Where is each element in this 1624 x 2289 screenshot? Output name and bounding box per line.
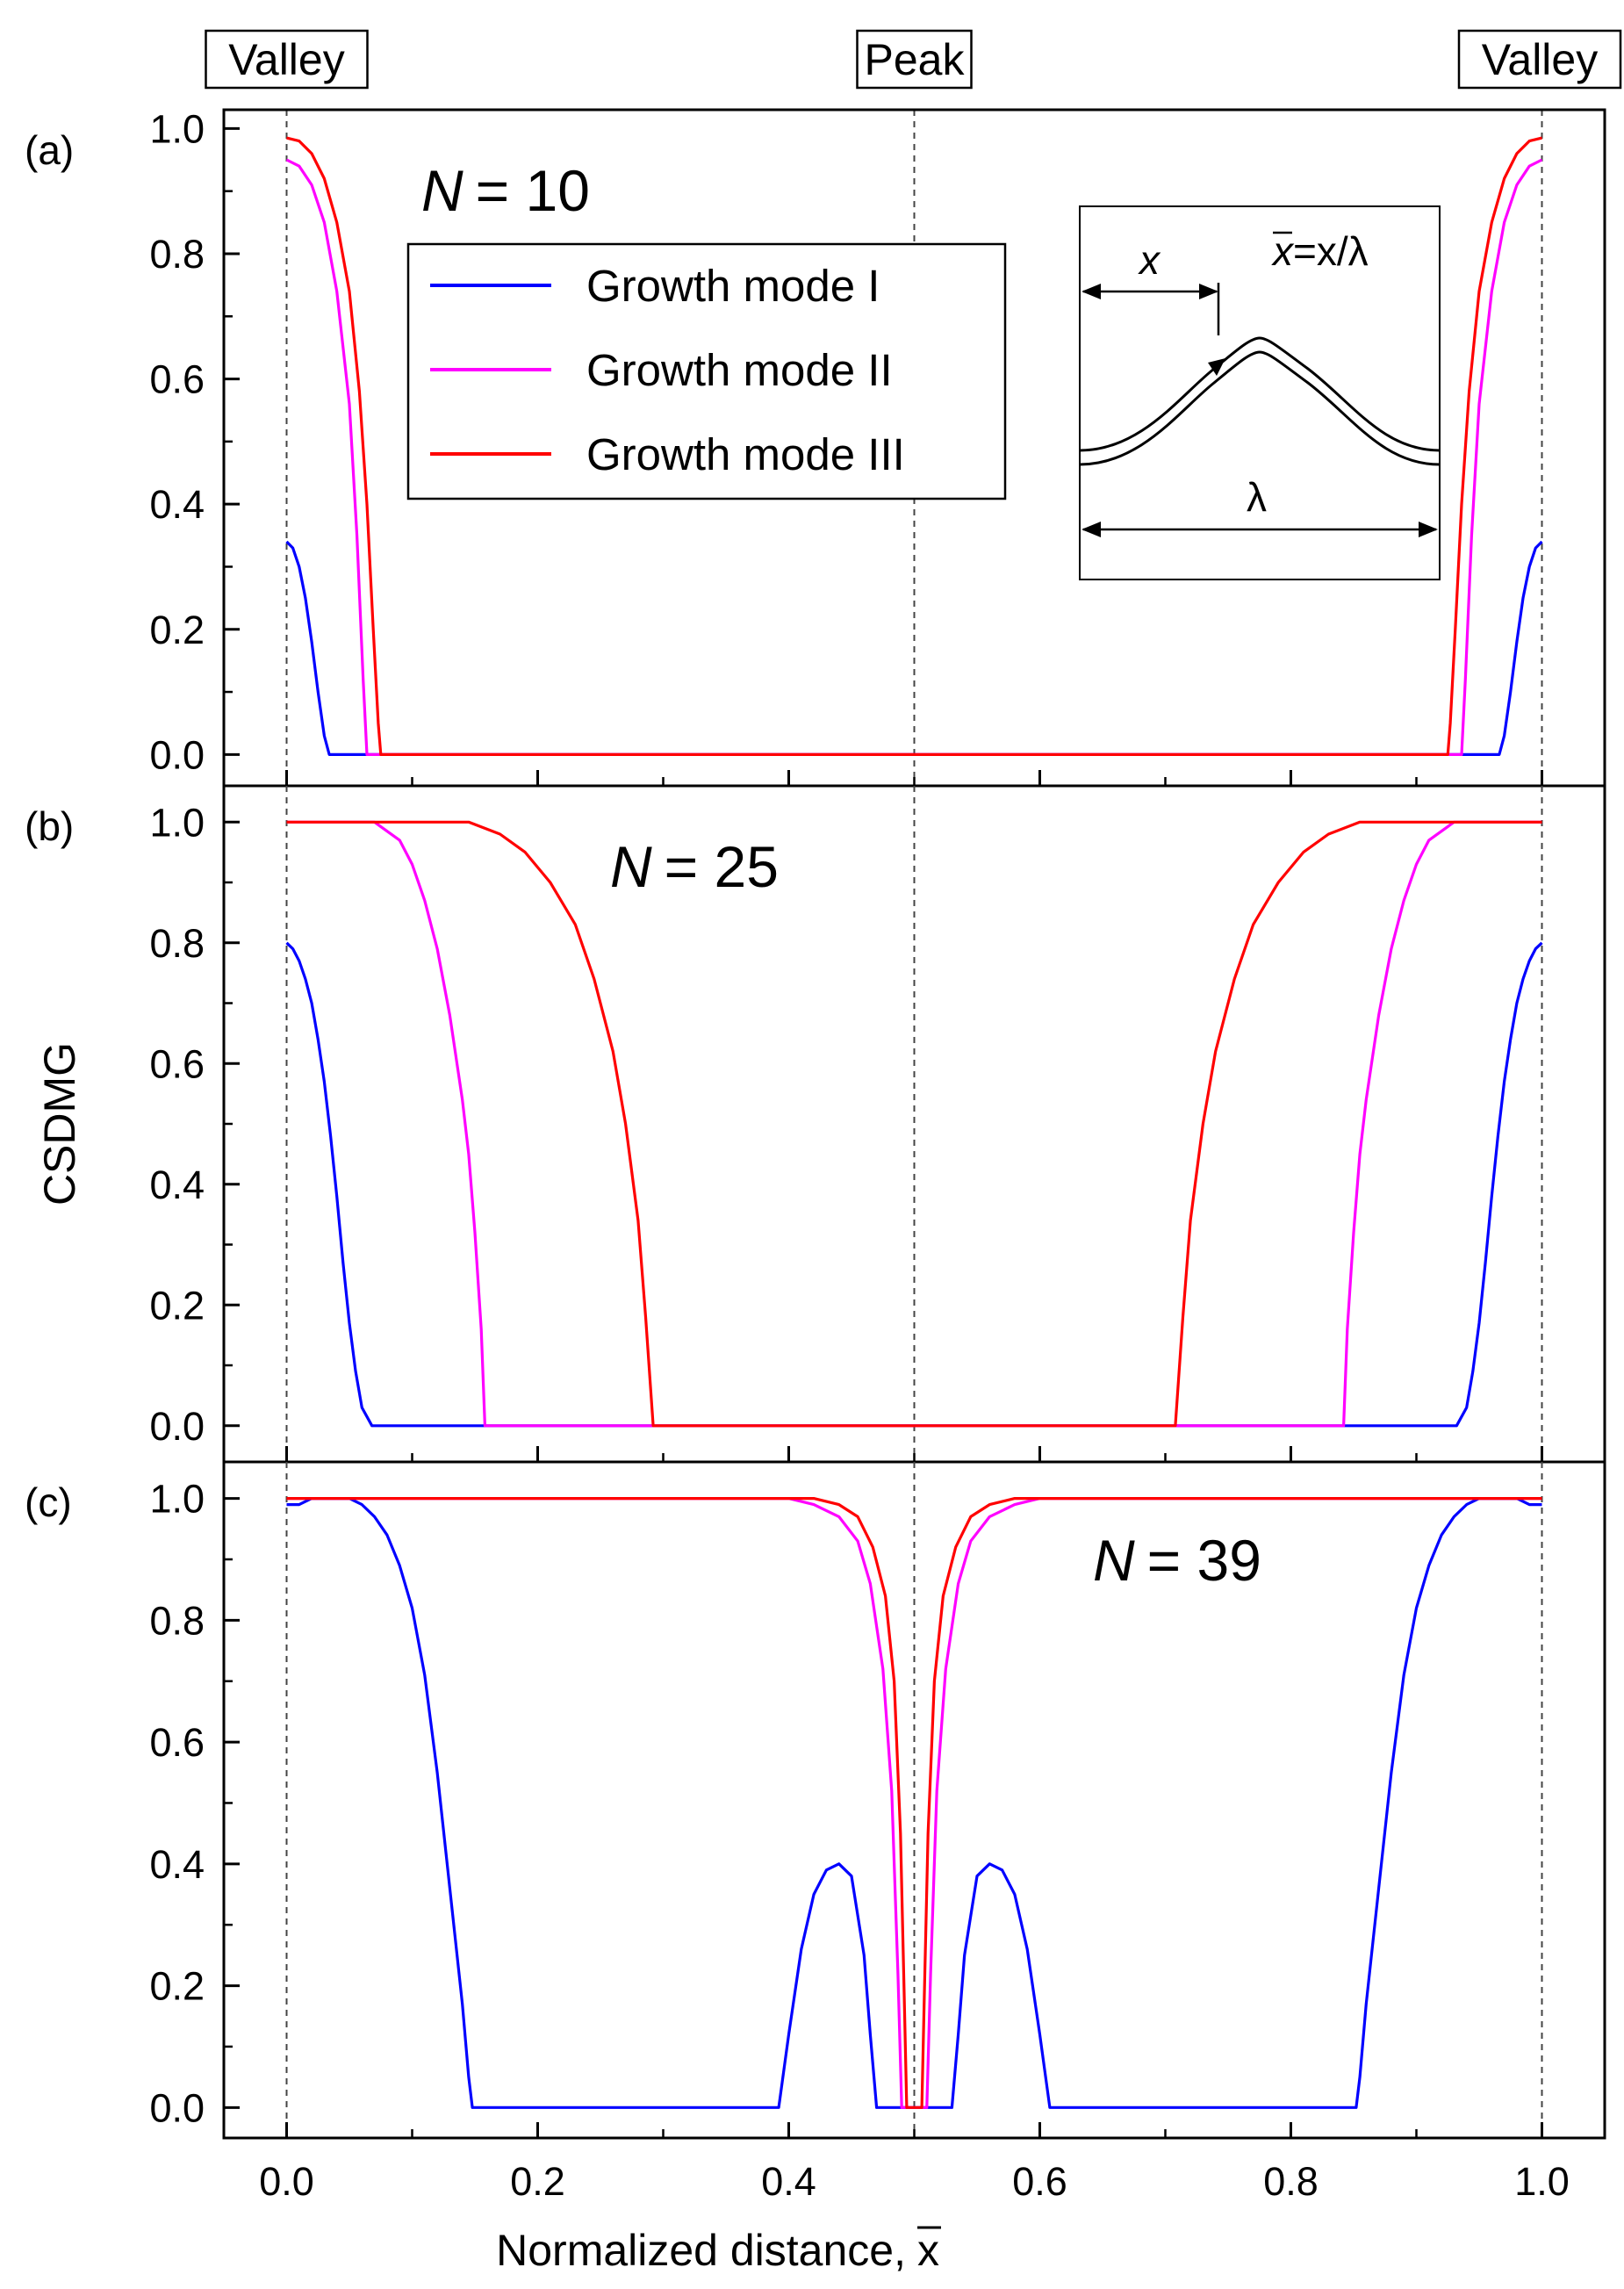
panel-1: 0.0 0.2 0.4 0.6 0.8 1.0 (a) N = 10	[25, 106, 1543, 786]
y-axis-title: CSDMG	[35, 1042, 84, 1206]
header-box	[1457, 29, 1622, 90]
y-tick-label: 0.4	[149, 482, 205, 527]
panel-3: 0.0 0.2 0.4 0.6 0.8 1.0 (c) N = 39	[25, 1460, 1605, 2138]
header-labels: Valley Peak Valley	[205, 29, 1622, 90]
header-box	[856, 29, 973, 90]
y-tick-label: 0.0	[149, 2085, 205, 2130]
inset-wave-lower	[1079, 350, 1441, 466]
y-tick-label: 0.8	[149, 1598, 205, 1643]
x-tick-label: 0.6	[1012, 2159, 1067, 2204]
y-tick-label: 0.2	[149, 1964, 205, 2009]
inset-wave-upper	[1079, 336, 1441, 452]
y-tick-label: 0.0	[149, 732, 205, 777]
x-axis-title-symbol: x	[917, 2226, 939, 2275]
x-axis-title: Normalized distance,	[496, 2226, 906, 2275]
y-tick-label: 0.4	[149, 1842, 205, 1887]
x-tick-label: 0.2	[510, 2159, 565, 2204]
n-label: N = 25	[610, 834, 779, 899]
x-tick-labels: 0.0 0.2 0.4 0.6 0.8 1.0	[259, 770, 1570, 2204]
panel-label: (c)	[25, 1479, 72, 1525]
y-tick-label: 1.0	[149, 1477, 205, 1522]
n-value: = 39	[1147, 1528, 1261, 1593]
n-label: N = 39	[1093, 1528, 1261, 1593]
y-tick-label: 1.0	[149, 800, 205, 845]
y-tick-label: 0.8	[149, 232, 205, 277]
inset-box	[1079, 205, 1441, 580]
inset-x-label: x	[1138, 237, 1161, 283]
inset-diagram: x =x/λ x λ	[1079, 205, 1441, 580]
legend-label: Growth mode I	[586, 261, 880, 311]
legend-label: Growth mode II	[586, 345, 893, 395]
legend-label: Growth mode III	[586, 429, 905, 479]
inset-lambda-arrowhead-right	[1419, 522, 1438, 537]
n-label: N = 10	[421, 158, 590, 223]
n-symbol: N	[610, 834, 652, 899]
x-tick-label: 0.8	[1263, 2159, 1319, 2204]
header-label: Valley	[1482, 35, 1598, 84]
y-tick-label: 0.0	[149, 1404, 205, 1449]
panel-label: (b)	[25, 803, 74, 849]
y-tick-label: 0.6	[149, 1041, 205, 1086]
y-tick-label: 0.6	[149, 1720, 205, 1765]
inset-wave-arrowhead	[1208, 358, 1225, 376]
series-line-mode-3	[286, 1497, 1542, 2109]
header-box	[205, 29, 369, 90]
n-symbol: N	[421, 158, 463, 223]
y-tick-label: 0.2	[149, 1283, 205, 1328]
y-tick-label: 0.2	[149, 608, 205, 652]
header-label: Valley	[228, 35, 344, 84]
y-tick-label: 1.0	[149, 106, 205, 151]
x-tick-label: 1.0	[1514, 2159, 1570, 2204]
series-line-mode-3	[286, 820, 1542, 1428]
panel-label: (a)	[25, 127, 74, 173]
panel-2: 0.0 0.2 0.4 0.6 0.8 1.0 (b) N = 25	[25, 784, 1605, 1462]
inset-lambda-label: λ	[1247, 474, 1267, 520]
inset-formula-rhs: =x/λ	[1293, 228, 1369, 274]
inset-x-arrowhead-left	[1081, 284, 1101, 299]
panels: 0.00.20.40.60.81.0(a)N = 100.00.20.40.60.…	[25, 106, 1605, 2138]
inset-lambda-arrowhead-left	[1081, 522, 1101, 537]
legend: Growth mode I Growth mode II Growth mode I…	[406, 242, 1007, 500]
series-line-mode-3	[286, 136, 1542, 756]
inset-x-arrowhead-right	[1199, 284, 1218, 299]
n-value: = 25	[665, 834, 779, 899]
x-tick-label: 0.4	[761, 2159, 816, 2204]
n-value: = 10	[476, 158, 590, 223]
y-tick-label: 0.8	[149, 921, 205, 966]
y-tick-label: 0.4	[149, 1162, 205, 1207]
n-symbol: N	[1093, 1528, 1135, 1593]
inset-formula-lhs: x	[1271, 228, 1295, 274]
x-tick-label: 0.0	[259, 2159, 314, 2204]
header-label: Peak	[865, 35, 966, 84]
y-tick-label: 0.6	[149, 357, 205, 402]
